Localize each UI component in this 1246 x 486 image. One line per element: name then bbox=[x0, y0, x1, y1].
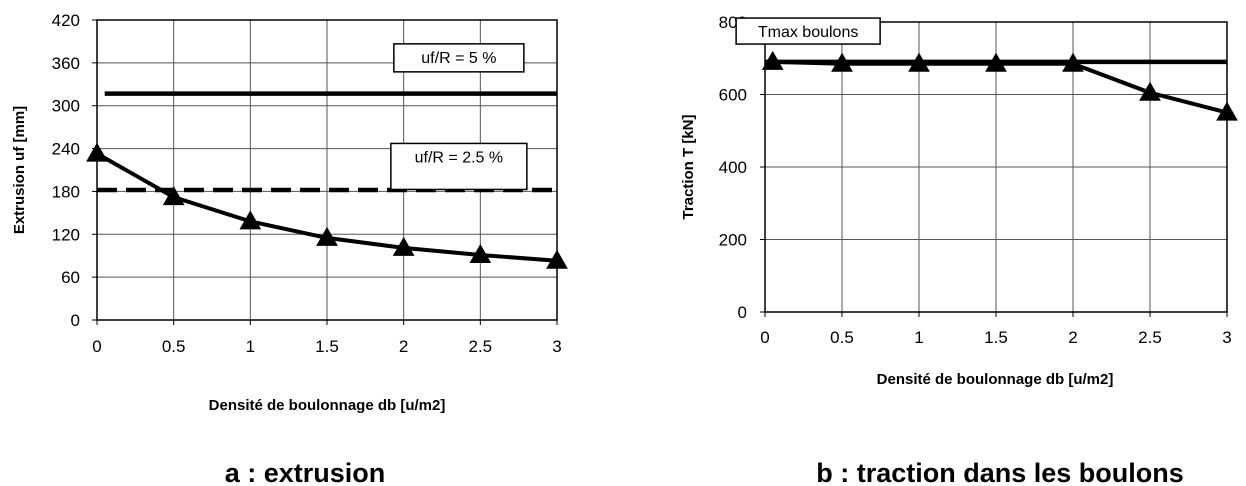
chart-b-data-point bbox=[1139, 81, 1161, 101]
chart-a-x-tick-label: 2.5 bbox=[469, 337, 493, 356]
chart-b-y-tick-label: 600 bbox=[719, 86, 747, 105]
chart-a-y-tick-label: 300 bbox=[52, 97, 80, 116]
chart-b-x-tick-label: 0.5 bbox=[830, 328, 854, 347]
chart-a-y-tick-label: 120 bbox=[52, 225, 80, 244]
chart-a-data-point bbox=[239, 210, 262, 230]
chart-a-y-tick-label: 420 bbox=[52, 11, 80, 30]
chart-b-y-tick-label: 200 bbox=[719, 231, 747, 250]
chart-a-x-tick-label: 3 bbox=[552, 337, 561, 356]
chart-extrusion: 0 0.5 1 1.5 2 2.5 3 0 60 120 180 240 300 360 420 uf/R… bbox=[11, 11, 568, 486]
chart-a-y-tick-label: 0 bbox=[71, 311, 80, 330]
chart-b-x-tick-label: 1 bbox=[914, 328, 923, 347]
chart-a-annotation-label: uf/R = 5 % bbox=[421, 50, 496, 67]
chart-a-x-tick-label: 0 bbox=[92, 337, 101, 356]
chart-b-x-tick-label: 2.5 bbox=[1138, 328, 1162, 347]
chart-b-x-tick-label: 1.5 bbox=[984, 328, 1008, 347]
chart-b-y-axis-title: Traction T [kN] bbox=[680, 114, 697, 219]
chart-b-x-axis-title: Densité de boulonnage db [u/m2] bbox=[877, 371, 1114, 388]
chart-a-data-point bbox=[392, 236, 415, 256]
chart-b-annotation-box bbox=[735, 17, 881, 45]
chart-a-x-tick-label: 1.5 bbox=[315, 337, 339, 356]
chart-a-x-tick-label: 2 bbox=[399, 337, 408, 356]
chart-a-y-tick-label: 180 bbox=[52, 182, 80, 201]
chart-a-data-point bbox=[469, 243, 492, 263]
chart-a-data-point bbox=[546, 249, 568, 269]
chart-a-data-point bbox=[316, 226, 338, 246]
chart-b-x-tick-label: 3 bbox=[1222, 328, 1231, 347]
chart-a-annotation-box bbox=[393, 43, 525, 73]
chart-b-x-ticks: 0 0.5 1 1.5 2 2.5 3 bbox=[760, 312, 1232, 347]
chart-a-annotation-box bbox=[390, 142, 528, 191]
chart-a-data-point bbox=[86, 142, 108, 162]
chart-a-annotation-label: uf/R = 2.5 % bbox=[415, 149, 504, 166]
chart-a-x-axis-title: Densité de boulonnage db [u/m2] bbox=[209, 397, 446, 414]
chart-a-y-tick-label: 240 bbox=[52, 140, 80, 159]
chart-a-y-tick-label: 360 bbox=[52, 54, 80, 73]
chart-b-x-tick-label: 2 bbox=[1068, 328, 1077, 347]
chart-a-data-point bbox=[162, 186, 185, 206]
chart-a-x-tick-label: 0.5 bbox=[162, 337, 186, 356]
chart-b-y-tick-label: 400 bbox=[719, 158, 747, 177]
chart-a-y-ticks: 0 60 120 180 240 300 360 420 bbox=[52, 11, 97, 330]
chart-a-caption: a : extrusion bbox=[225, 458, 386, 486]
chart-a-x-ticks: 0 0.5 1 1.5 2 2.5 3 bbox=[92, 320, 562, 356]
chart-a-y-axis-title: Extrusion uf [mm] bbox=[11, 106, 28, 234]
chart-b-annotations: Tmax boulons bbox=[735, 17, 881, 45]
chart-b-x-tick-label: 0 bbox=[760, 328, 769, 347]
chart-b-y-tick-label: 0 bbox=[738, 303, 747, 322]
chart-b-caption: b : traction dans les boulons bbox=[816, 458, 1184, 486]
chart-b-data-point bbox=[1216, 101, 1238, 121]
chart-a-annotations: uf/R = 5 % uf/R = 2.5 % bbox=[390, 43, 528, 191]
chart-a-y-tick-label: 60 bbox=[61, 268, 80, 287]
chart-b-annotation-label: Tmax boulons bbox=[758, 24, 859, 41]
chart-a-x-tick-label: 1 bbox=[246, 337, 255, 356]
chart-b-series bbox=[761, 50, 1238, 121]
